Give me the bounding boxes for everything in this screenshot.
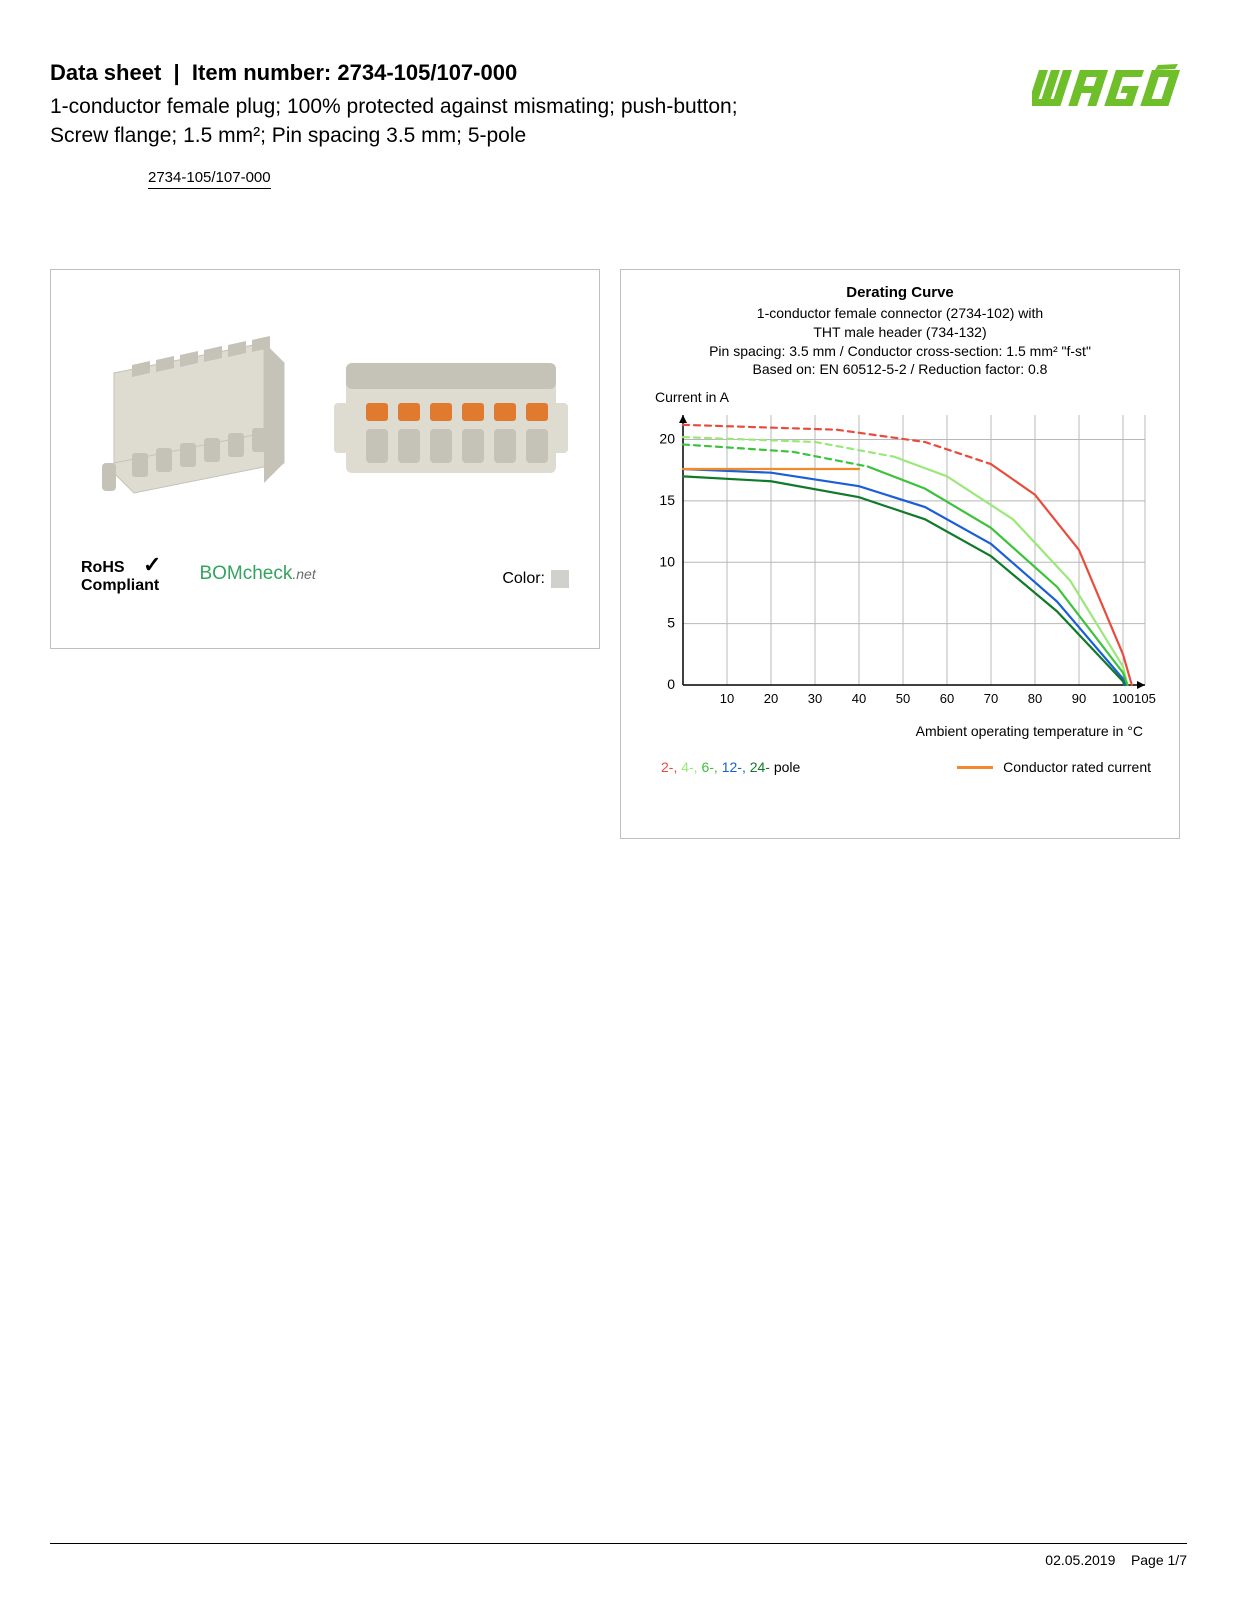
legend-rated-label: Conductor rated current — [1003, 759, 1151, 775]
color-swatch — [551, 570, 569, 588]
chart-title: Derating Curve — [637, 284, 1163, 301]
legend-pole-suffix: pole — [774, 759, 800, 775]
footer: 02.05.2019 Page 1/7 — [50, 1543, 1187, 1568]
bomcheck-label: BOMcheck — [199, 563, 292, 584]
product-image-1 — [74, 313, 314, 523]
legend-pole: 2-, — [661, 759, 681, 775]
svg-text:15: 15 — [659, 492, 675, 508]
chart-sub4: Based on: EN 60512-5-2 / Reduction facto… — [637, 360, 1163, 379]
color-field: Color: — [502, 570, 569, 588]
svg-text:100: 100 — [1112, 691, 1134, 706]
datasheet-label: Data sheet — [50, 60, 161, 85]
subtitle-2: Screw flange; 1.5 mm²; Pin spacing 3.5 m… — [50, 121, 1032, 150]
ylabel: Current in A — [655, 389, 1163, 405]
legend-rated: Conductor rated current — [957, 759, 1151, 775]
svg-text:20: 20 — [659, 431, 675, 447]
legend: 2-, 4-, 6-, 12-, 24- pole Conductor rate… — [661, 759, 1151, 775]
legend-pole: 12-, — [722, 759, 750, 775]
chart-sub1: 1-conductor female connector (2734-102) … — [637, 304, 1163, 323]
item-link[interactable]: 2734-105/107-000 — [148, 169, 271, 189]
derating-chart: 0 5 10 15 20 10 20 30 40 50 60 70 80 90 100105 — [637, 407, 1157, 717]
rohs-badge: RoHS ✓ Compliant — [81, 552, 161, 596]
item-label: Item number: — [192, 60, 331, 85]
product-panel: RoHS ✓ Compliant BOMcheck.net Color: — [50, 269, 600, 649]
bomcheck-badge: BOMcheck.net — [199, 563, 315, 585]
footer-date: 02.05.2019 — [1045, 1552, 1115, 1568]
legend-pole: 24- — [750, 759, 774, 775]
title: Data sheet | Item number: 2734-105/107-0… — [50, 60, 1032, 86]
legend-poles: 2-, 4-, 6-, 12-, 24- pole — [661, 759, 800, 775]
svg-text:60: 60 — [940, 691, 954, 706]
xlabel: Ambient operating temperature in °C — [637, 723, 1143, 739]
wago-logo — [1032, 64, 1187, 112]
svg-text:50: 50 — [896, 691, 910, 706]
svg-text:30: 30 — [808, 691, 822, 706]
check-icon: ✓ — [143, 552, 161, 577]
svg-text:105: 105 — [1134, 691, 1156, 706]
header-text: Data sheet | Item number: 2734-105/107-0… — [50, 60, 1032, 151]
svg-text:40: 40 — [852, 691, 866, 706]
subtitle-1: 1-conductor female plug; 100% protected … — [50, 92, 1032, 121]
svg-text:70: 70 — [984, 691, 998, 706]
svg-text:10: 10 — [720, 691, 734, 706]
legend-rated-line — [957, 766, 993, 769]
chart-sub2: THT male header (734-132) — [637, 323, 1163, 342]
rohs-line2: Compliant — [81, 577, 159, 594]
svg-text:5: 5 — [667, 615, 675, 631]
header: Data sheet | Item number: 2734-105/107-0… — [50, 60, 1187, 151]
legend-pole: 4-, — [681, 759, 701, 775]
legend-pole: 6-, — [701, 759, 721, 775]
svg-text:90: 90 — [1072, 691, 1086, 706]
svg-text:20: 20 — [764, 691, 778, 706]
badge-row: RoHS ✓ Compliant BOMcheck.net — [81, 552, 316, 596]
product-images — [69, 288, 581, 548]
product-image-2 — [326, 333, 576, 503]
svg-text:0: 0 — [667, 676, 675, 692]
chart-sub3: Pin spacing: 3.5 mm / Conductor cross-se… — [637, 342, 1163, 361]
bomcheck-suffix: .net — [292, 566, 315, 582]
chart-area: 0 5 10 15 20 10 20 30 40 50 60 70 80 90 100105 — [637, 407, 1157, 717]
rohs-line1: RoHS — [81, 559, 125, 576]
panels: RoHS ✓ Compliant BOMcheck.net Color: Der… — [50, 269, 1187, 839]
chart-panel: Derating Curve 1-conductor female connec… — [620, 269, 1180, 839]
svg-text:10: 10 — [659, 554, 675, 570]
color-label-text: Color: — [502, 570, 545, 588]
item-number: 2734-105/107-000 — [337, 60, 517, 85]
svg-text:80: 80 — [1028, 691, 1042, 706]
footer-page: Page 1/7 — [1131, 1552, 1187, 1568]
